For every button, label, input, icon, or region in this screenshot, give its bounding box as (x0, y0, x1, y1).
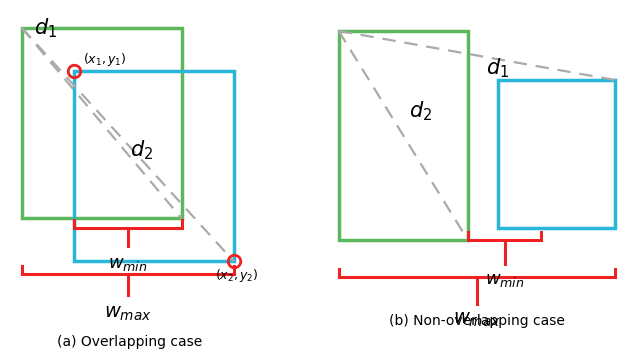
Text: $(x_2, y_2)$: $(x_2, y_2)$ (215, 268, 259, 284)
Bar (74, 71, 234, 261)
Text: $d_2$: $d_2$ (130, 139, 153, 162)
Bar (339, 31, 468, 240)
Text: (b) Non-overlapping case: (b) Non-overlapping case (389, 313, 565, 327)
Text: $d_2$: $d_2$ (410, 99, 433, 123)
Text: $d_1$: $d_1$ (34, 17, 57, 40)
Text: $d_1$: $d_1$ (486, 56, 509, 79)
Text: (a) Overlapping case: (a) Overlapping case (57, 335, 202, 349)
Text: $(x_1, y_1)$: $(x_1, y_1)$ (83, 51, 127, 68)
Text: $w_{max}$: $w_{max}$ (104, 304, 152, 323)
Text: $w_{min}$: $w_{min}$ (108, 255, 148, 273)
Text: $w_{max}$: $w_{max}$ (453, 310, 501, 330)
Bar (499, 80, 615, 227)
Text: $w_{min}$: $w_{min}$ (484, 270, 524, 288)
Bar (22, 28, 182, 218)
